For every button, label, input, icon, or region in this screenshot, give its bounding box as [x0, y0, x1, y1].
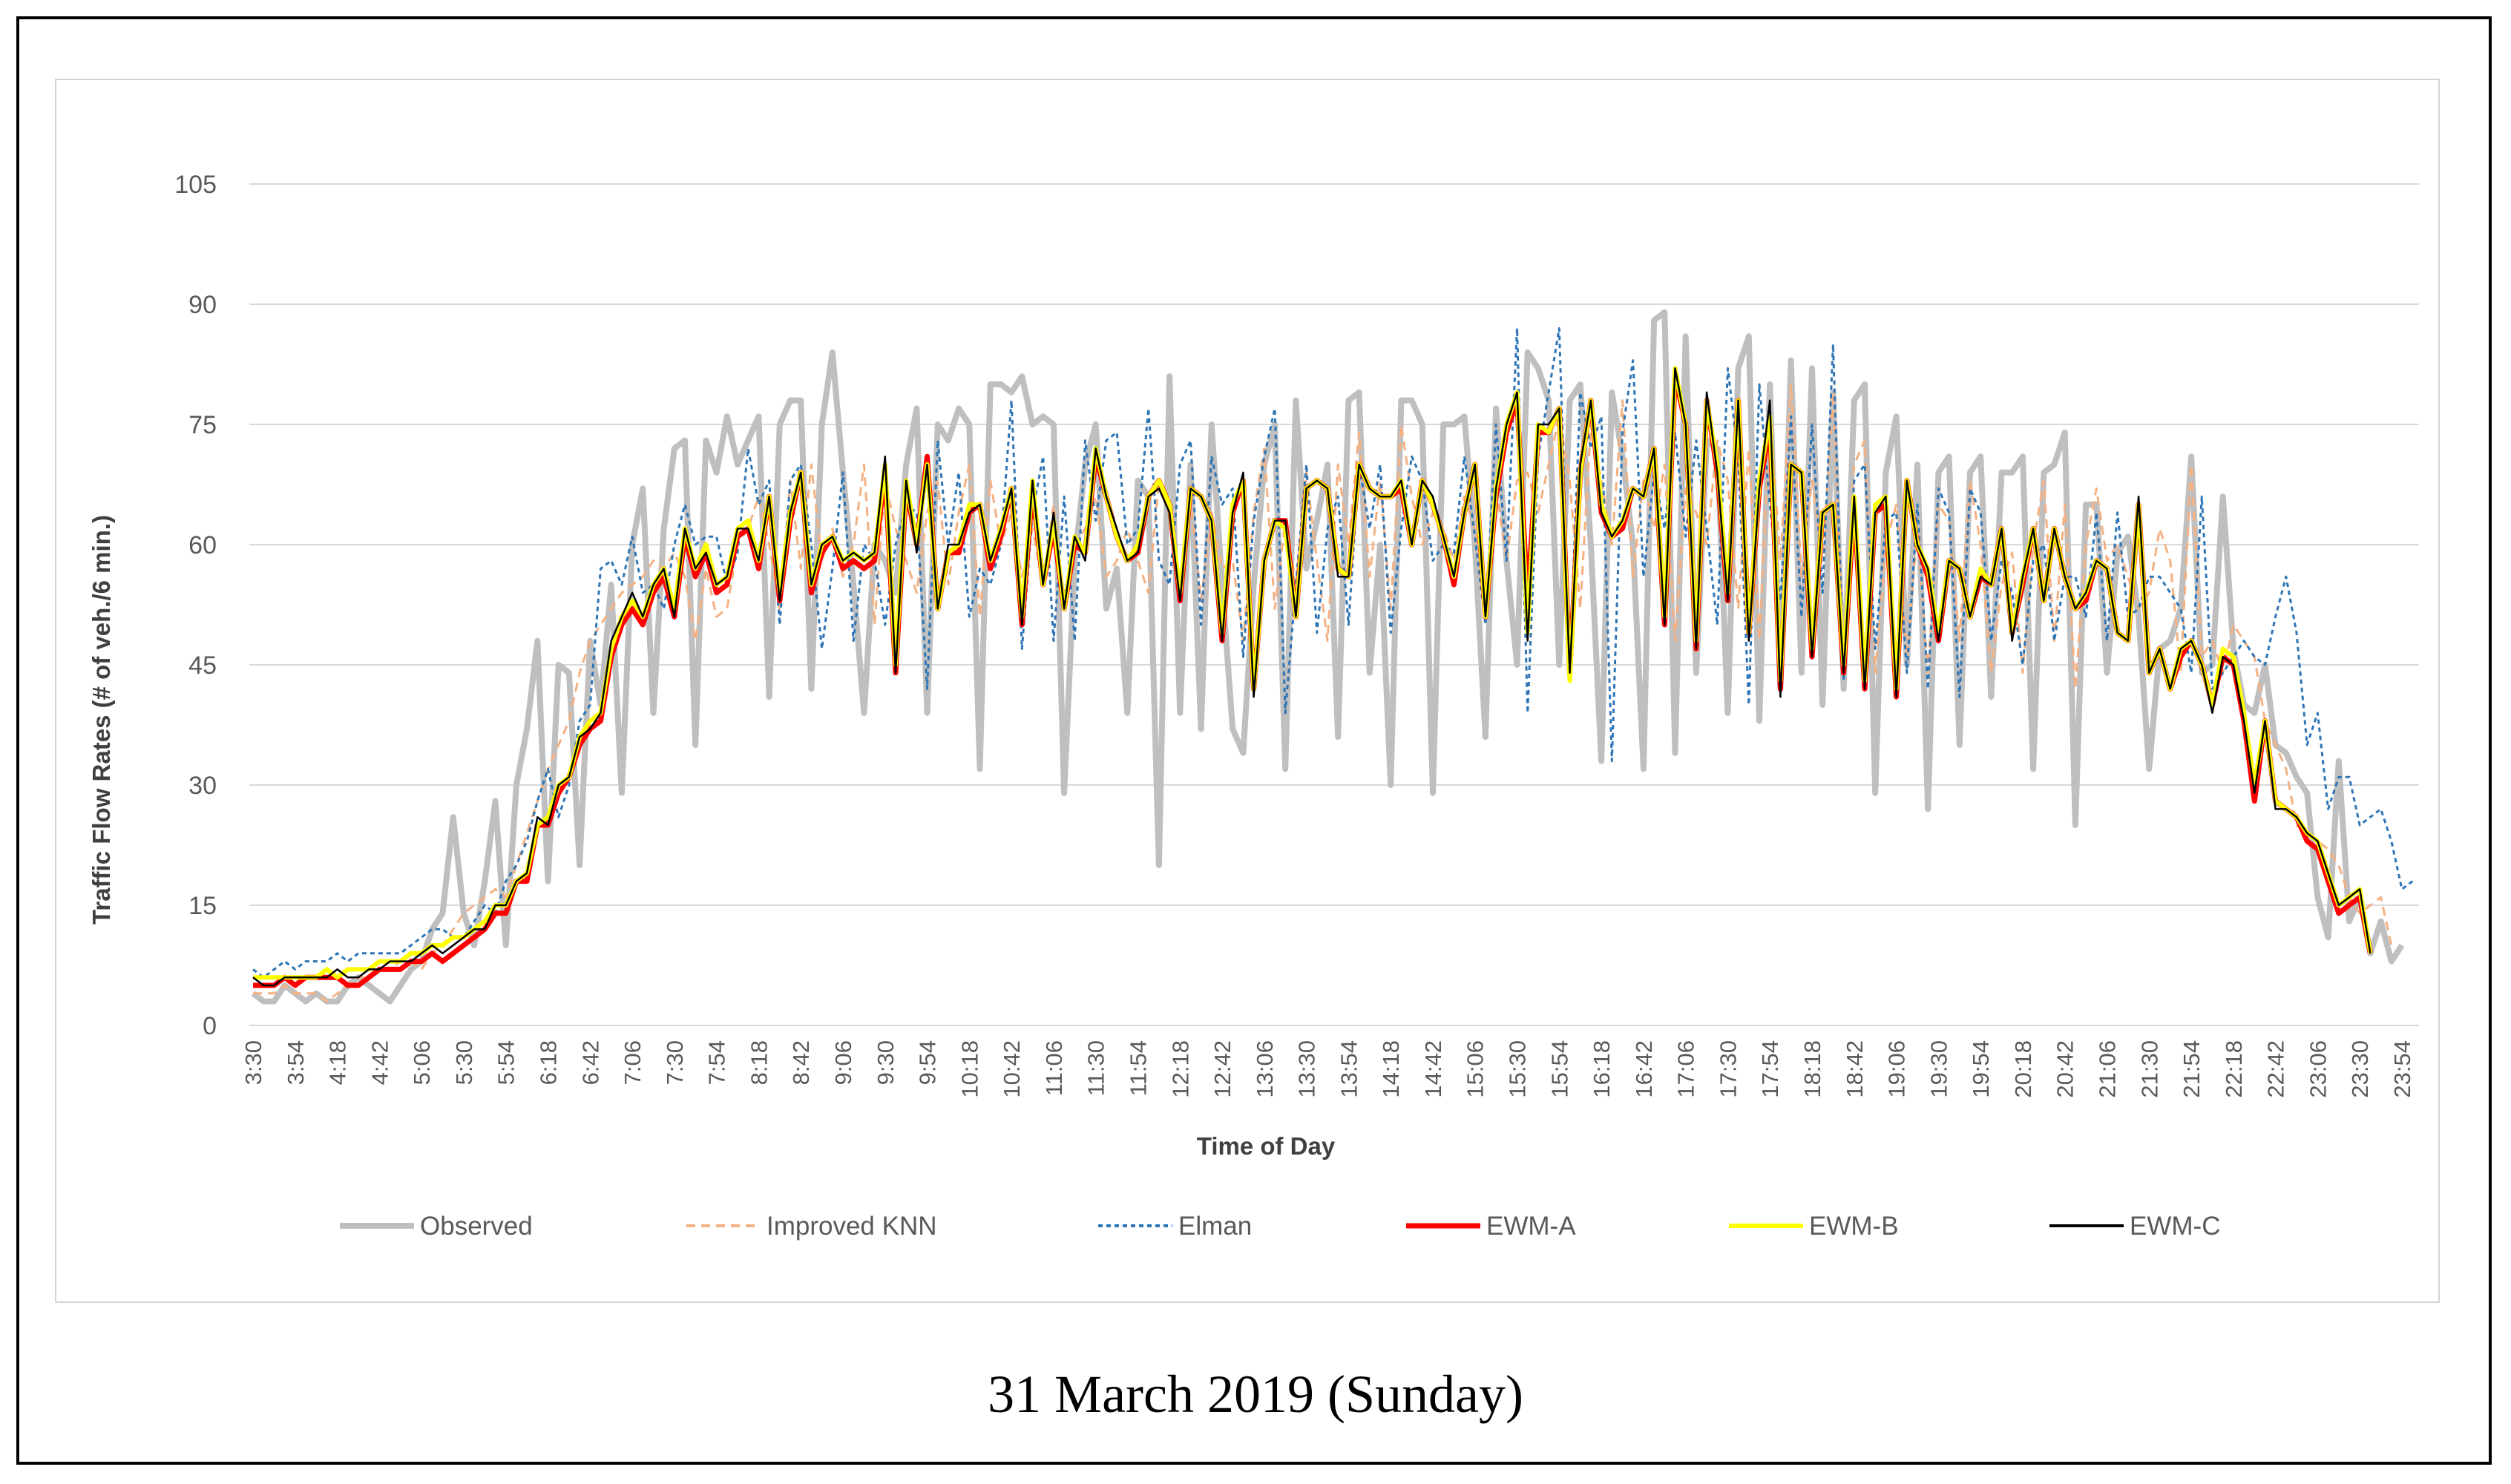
legend-label-ewm-c: EWM-C	[2130, 1212, 2220, 1241]
x-tick-label: 20:42	[2052, 1040, 2078, 1098]
x-tick-label: 22:18	[2221, 1040, 2247, 1098]
y-axis-title: Traffic Flow Rates (# of veh./6 min.)	[88, 515, 115, 925]
x-tick-label: 16:18	[1589, 1040, 1615, 1098]
x-tick-label: 10:42	[999, 1040, 1025, 1098]
x-tick-label: 11:06	[1041, 1040, 1067, 1096]
x-tick-label: 3:54	[283, 1040, 309, 1085]
x-tick-label: 7:06	[620, 1040, 646, 1085]
x-tick-label: 15:30	[1505, 1040, 1531, 1098]
x-tick-label: 17:30	[1715, 1040, 1741, 1098]
chart-area-border	[55, 79, 2440, 1303]
figure-caption: 31 March 2019 (Sunday)	[988, 1365, 1523, 1424]
series-lines	[251, 309, 2414, 1005]
x-tick-label: 12:18	[1167, 1040, 1193, 1098]
y-tick-label: 45	[188, 651, 217, 680]
x-tick-label: 11:54	[1125, 1040, 1151, 1096]
legend-label-observed: Observed	[420, 1212, 533, 1241]
x-tick-label: 8:42	[788, 1040, 814, 1085]
x-tick-label: 7:54	[704, 1040, 730, 1085]
x-tick-label: 11:30	[1083, 1040, 1109, 1096]
x-tick-label: 18:18	[1799, 1040, 1825, 1098]
x-tick-label: 23:06	[2305, 1040, 2331, 1098]
x-tick-label: 12:42	[1209, 1040, 1235, 1098]
x-tick-label: 23:54	[2389, 1040, 2415, 1098]
x-tick-label: 19:54	[1968, 1040, 1994, 1098]
x-tick-label: 7:30	[662, 1040, 688, 1085]
series-line-observed	[251, 309, 2405, 1005]
x-tick-label: 21:30	[2136, 1040, 2162, 1098]
x-tick-label: 20:18	[2010, 1040, 2036, 1098]
y-axis-ticks: 0 15 30 45 60 75 90 105	[174, 171, 217, 1040]
x-tick-label: 21:54	[2179, 1040, 2205, 1098]
x-tick-label: 17:54	[1757, 1040, 1783, 1098]
x-tick-label: 5:06	[409, 1040, 435, 1085]
legend-label-ewm-a: EWM-A	[1486, 1212, 1576, 1241]
x-tick-label: 13:06	[1252, 1040, 1278, 1098]
x-tick-label: 13:30	[1294, 1040, 1320, 1098]
y-tick-label: 60	[188, 531, 217, 559]
x-tick-label: 5:30	[451, 1040, 477, 1085]
x-tick-label: 15:06	[1463, 1040, 1488, 1098]
y-tick-label: 15	[188, 892, 217, 920]
x-tick-label: 19:30	[1926, 1040, 1952, 1098]
x-tick-label: 14:42	[1420, 1040, 1446, 1098]
x-tick-label: 22:42	[2263, 1040, 2289, 1098]
x-tick-label: 8:18	[746, 1040, 772, 1085]
y-tick-label: 0	[203, 1012, 217, 1040]
x-tick-label: 4:18	[325, 1040, 351, 1085]
x-tick-label: 17:06	[1673, 1040, 1699, 1098]
x-tick-label: 19:06	[1884, 1040, 1910, 1098]
x-tick-label: 18:42	[1842, 1040, 1868, 1098]
legend: Observed Improved KNN Elman EWM-A EWM-B EWM-C	[340, 1212, 2220, 1241]
x-tick-label: 10:18	[956, 1040, 982, 1098]
x-tick-label: 21:06	[2095, 1040, 2121, 1098]
x-tick-label: 9:54	[915, 1040, 941, 1085]
figure-border	[16, 16, 2492, 1465]
x-axis-ticks: 3:30 3:54 4:18 4:42 5:06 5:30 5:54 6:18 6:42 7:06…	[240, 1040, 2415, 1098]
x-tick-label: 14:18	[1378, 1040, 1404, 1098]
x-tick-label: 6:42	[577, 1040, 603, 1085]
legend-label-improved-knn: Improved KNN	[767, 1212, 937, 1241]
x-tick-label: 23:30	[2347, 1040, 2373, 1098]
x-tick-label: 13:54	[1336, 1040, 1362, 1098]
x-tick-label: 4:42	[367, 1040, 393, 1085]
legend-label-elman: Elman	[1178, 1212, 1252, 1241]
series-line-ewm-c	[252, 367, 2372, 987]
y-tick-label: 75	[188, 411, 217, 439]
legend-label-ewm-b: EWM-B	[1809, 1212, 1899, 1241]
x-tick-label: 16:42	[1631, 1040, 1657, 1098]
y-tick-label: 90	[188, 291, 217, 319]
x-tick-label: 9:30	[873, 1040, 899, 1085]
x-tick-label: 3:30	[240, 1040, 266, 1085]
x-tick-label: 6:18	[535, 1040, 561, 1085]
x-tick-label: 5:54	[493, 1040, 519, 1085]
y-tick-label: 30	[188, 772, 217, 800]
x-tick-label: 15:54	[1546, 1040, 1572, 1098]
y-tick-label: 105	[174, 171, 217, 199]
x-tick-label: 9:06	[830, 1040, 856, 1085]
x-axis-title: Time of Day	[1197, 1132, 1336, 1160]
